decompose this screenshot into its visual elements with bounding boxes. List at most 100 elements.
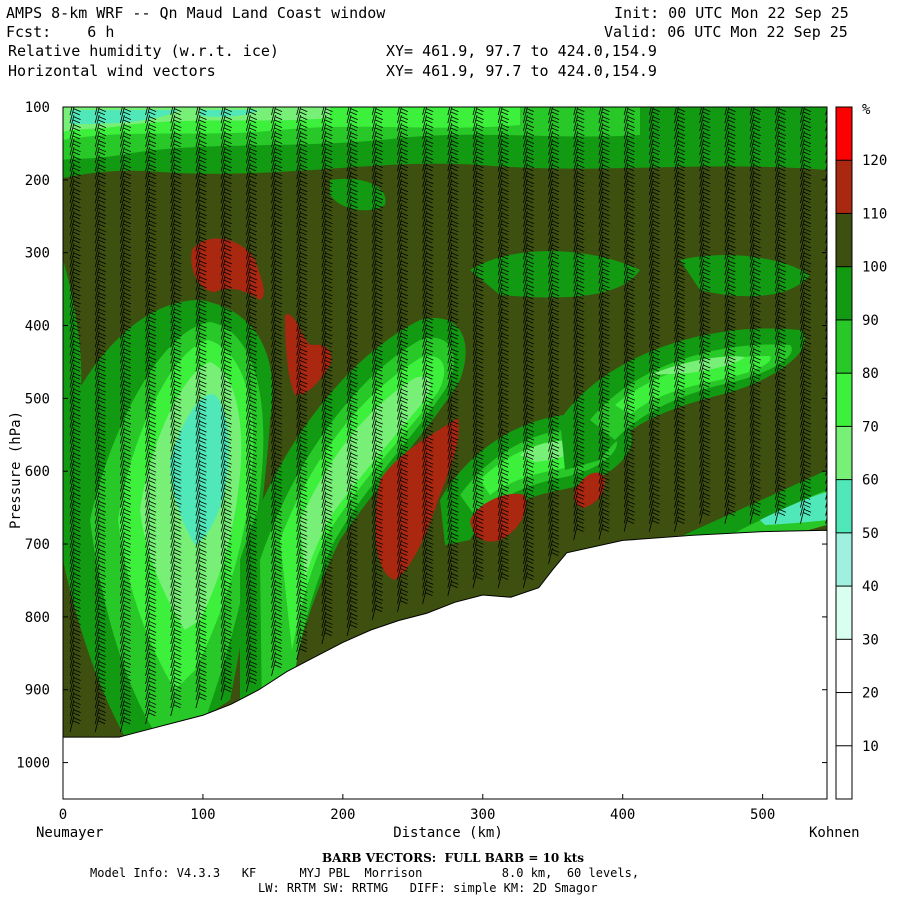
wind-barb	[195, 603, 207, 620]
wind-barb	[296, 347, 308, 364]
wind-barb	[195, 339, 207, 356]
wind-barb	[397, 595, 409, 612]
wind-barb	[245, 539, 258, 556]
x-tick-label: 300	[470, 807, 495, 823]
wind-barb	[145, 635, 157, 652]
wind-barb	[598, 403, 610, 420]
wind-barb	[346, 507, 358, 524]
wind-barb	[296, 371, 308, 388]
wind-barb	[497, 122, 509, 140]
wind-barb	[371, 419, 383, 436]
wind-barb	[674, 275, 686, 292]
wind-barb	[422, 571, 434, 588]
wind-barb	[271, 227, 283, 244]
wind-barb	[825, 396, 827, 404]
field1-label: Relative humidity (w.r.t. ice)	[8, 42, 279, 60]
wind-barb	[94, 435, 106, 452]
wind-barb	[800, 307, 812, 324]
wind-barb	[598, 435, 610, 452]
wind-barb	[548, 355, 560, 372]
wind-barb	[724, 203, 736, 220]
wind-barb	[69, 179, 81, 196]
wind-barb	[648, 411, 661, 428]
wind-barb	[296, 355, 308, 372]
wind-barb	[397, 347, 409, 364]
wind-barb	[724, 122, 736, 140]
wind-barb	[371, 331, 383, 348]
wind-barb	[170, 507, 182, 524]
wind-barb	[245, 475, 258, 492]
wind-barb	[522, 291, 535, 308]
wind-barb	[422, 539, 434, 556]
wind-barb	[69, 227, 81, 244]
wind-barb	[94, 459, 106, 476]
wind-barb	[573, 114, 585, 132]
wind-barb	[648, 427, 661, 444]
wind-barb	[220, 155, 232, 172]
wind-barb	[271, 315, 283, 332]
wind-barb	[145, 515, 157, 532]
wind-barb	[119, 283, 132, 300]
wind-barb	[296, 179, 308, 196]
wind-barb	[195, 187, 207, 204]
wind-barb	[422, 323, 434, 340]
colorbar-tick-label: 80	[862, 366, 879, 382]
wind-barb	[573, 379, 585, 396]
wind-barb	[774, 235, 786, 252]
wind-barb	[522, 347, 535, 364]
wind-barb	[245, 387, 258, 404]
wind-barb	[447, 467, 459, 484]
wind-barb	[472, 259, 484, 276]
wind-barb	[548, 395, 560, 412]
wind-barb	[170, 307, 182, 324]
wind-barb	[69, 715, 81, 733]
plot-frame	[62, 106, 828, 800]
wind-barb	[145, 259, 157, 276]
wind-barb	[699, 163, 711, 180]
wind-barb	[346, 547, 358, 564]
wind-barb	[271, 451, 283, 468]
wind-barb	[774, 307, 786, 324]
wind-barb	[724, 395, 736, 412]
x-axis: 0 100 200 300 400 500	[59, 794, 775, 823]
wind-barb	[195, 651, 207, 668]
wind-barb	[69, 539, 81, 556]
wind-barb	[573, 146, 585, 164]
wind-barb	[296, 571, 308, 588]
wind-barb	[296, 595, 308, 612]
wind-barb	[170, 683, 182, 701]
wind-barb	[800, 163, 812, 180]
wind-barb	[145, 547, 157, 564]
wind-barb	[472, 371, 484, 388]
wind-barb	[598, 122, 610, 140]
wind-barb	[522, 515, 535, 532]
wind-barb	[674, 379, 686, 396]
wind-barb	[522, 443, 535, 460]
wind-barb	[245, 243, 258, 260]
wind-barb	[119, 651, 132, 668]
wind-barb	[346, 275, 358, 292]
wind-barb	[497, 107, 509, 124]
wind-barb	[699, 411, 711, 428]
wind-barb	[195, 643, 207, 660]
wind-barb	[724, 195, 736, 212]
wind-barb	[170, 395, 182, 412]
wind-barb	[170, 419, 182, 436]
wind-barb	[371, 323, 383, 340]
wind-barb	[170, 435, 182, 452]
wind-barb	[800, 507, 812, 524]
wind-barb	[145, 403, 157, 420]
wind-barb	[371, 291, 383, 308]
wind-barb	[195, 539, 207, 556]
wind-barb	[800, 283, 812, 300]
wind-barb	[472, 355, 484, 372]
wind-barb	[119, 475, 132, 492]
wind-barb	[397, 411, 409, 428]
wind-barb	[145, 211, 157, 228]
wind-barb	[321, 227, 333, 244]
wind-barb	[749, 291, 761, 308]
wind-barb	[69, 667, 81, 685]
wind-barb	[119, 603, 132, 620]
colorbar-swatch	[836, 639, 852, 693]
wind-barb	[447, 443, 459, 460]
